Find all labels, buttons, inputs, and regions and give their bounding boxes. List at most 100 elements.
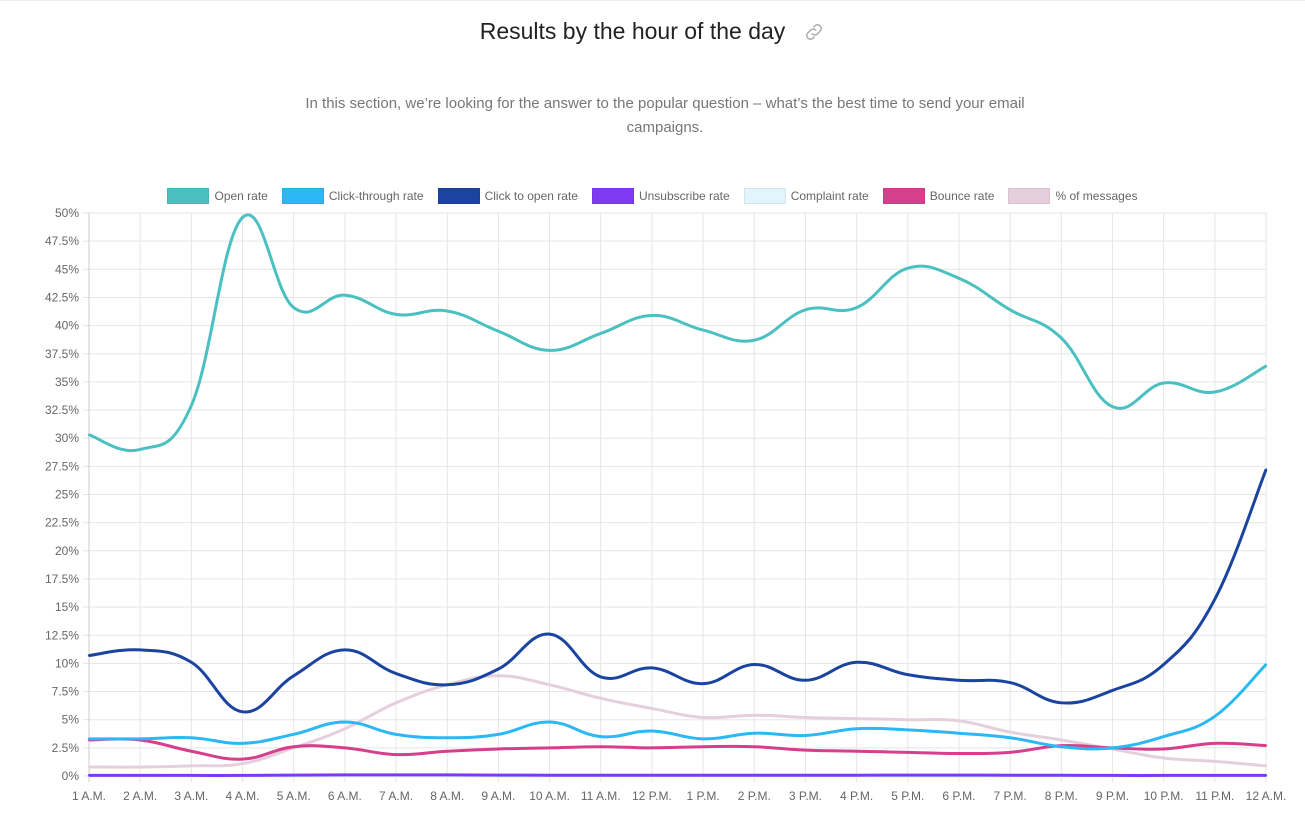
legend-label: % of messages bbox=[1055, 189, 1138, 203]
data-point-of-messages bbox=[650, 707, 654, 710]
data-point-click-through-rate bbox=[343, 720, 347, 724]
link-icon[interactable] bbox=[803, 21, 825, 43]
data-point-click-through-rate bbox=[292, 733, 295, 736]
data-point-unsubscribe-rate bbox=[804, 774, 807, 777]
legend-item-bounce-rate[interactable]: Bounce rate bbox=[882, 188, 994, 204]
data-point-open-rate bbox=[343, 293, 347, 297]
data-point-of-messages bbox=[1213, 760, 1217, 763]
data-point-open-rate bbox=[804, 308, 807, 312]
series-line-open-rate bbox=[88, 213, 1267, 453]
data-point-of-messages bbox=[1008, 730, 1012, 734]
x-tick-label: 6 A.M. bbox=[328, 789, 362, 803]
data-point-bounce-rate bbox=[855, 750, 858, 753]
x-tick-label: 3 A.M. bbox=[174, 789, 208, 803]
y-tick-label: 25% bbox=[55, 488, 79, 502]
series-line-of-messages bbox=[88, 674, 1267, 769]
data-point-bounce-rate bbox=[906, 751, 909, 754]
data-point-open-rate bbox=[906, 266, 909, 270]
data-point-open-rate bbox=[394, 313, 398, 316]
series-line-unsubscribe-rate bbox=[89, 773, 1266, 777]
data-point-of-messages bbox=[138, 765, 142, 769]
data-point-bounce-rate bbox=[650, 746, 654, 750]
x-tick-label: 2 A.M. bbox=[123, 789, 157, 803]
section-description: In this section, we’re looking for the a… bbox=[305, 95, 1025, 136]
legend-item-click-to-open-rate[interactable]: Click to open rate bbox=[437, 188, 578, 204]
data-point-click-to-open-rate bbox=[548, 632, 551, 636]
data-point-click-to-open-rate bbox=[446, 683, 449, 686]
legend-item-click-through-rate[interactable]: Click-through rate bbox=[281, 188, 424, 204]
data-point-unsubscribe-rate bbox=[855, 774, 858, 777]
series-line-click-through-rate bbox=[88, 663, 1268, 751]
y-tick-label: 15% bbox=[55, 600, 79, 614]
data-point-unsubscribe-rate bbox=[957, 773, 961, 777]
data-point-bounce-rate bbox=[343, 746, 347, 750]
data-point-open-rate bbox=[1213, 390, 1217, 394]
x-tick-label: 12 P.M. bbox=[632, 789, 672, 803]
data-point-unsubscribe-rate bbox=[599, 774, 602, 777]
legend-swatch bbox=[1008, 188, 1051, 204]
data-point-click-to-open-rate bbox=[753, 663, 756, 666]
legend-swatch bbox=[591, 188, 634, 204]
y-tick-label: 10% bbox=[55, 656, 79, 670]
data-point-click-to-open-rate bbox=[1060, 701, 1063, 705]
data-point-of-messages bbox=[1264, 764, 1268, 768]
data-point-click-through-rate bbox=[1162, 735, 1165, 738]
legend-item-of-messages[interactable]: % of messages bbox=[1008, 188, 1138, 204]
data-point-click-through-rate bbox=[1060, 745, 1063, 748]
data-point-click-through-rate bbox=[497, 733, 500, 736]
data-point-open-rate bbox=[292, 306, 295, 309]
data-point-bounce-rate bbox=[804, 748, 807, 752]
data-point-click-to-open-rate bbox=[957, 679, 961, 682]
legend-swatch bbox=[281, 188, 324, 204]
legend-swatch bbox=[437, 188, 480, 204]
data-point-click-through-rate bbox=[1111, 746, 1114, 750]
x-tick-label: 1 P.M. bbox=[687, 789, 720, 803]
data-point-click-through-rate bbox=[650, 729, 654, 733]
legend-label: Click to open rate bbox=[484, 189, 578, 203]
data-point-of-messages bbox=[548, 683, 551, 686]
data-point-open-rate bbox=[241, 216, 244, 219]
x-tick-label: 4 A.M. bbox=[226, 789, 260, 803]
x-tick-label: 11 P.M. bbox=[1195, 789, 1234, 803]
y-tick-label: 50% bbox=[55, 206, 79, 220]
legend-item-complaint-rate[interactable]: Complaint rate bbox=[743, 188, 869, 204]
data-point-bounce-rate bbox=[1213, 742, 1217, 745]
legend-item-open-rate[interactable]: Open rate bbox=[167, 188, 268, 204]
y-tick-label: 12.5% bbox=[45, 628, 79, 642]
data-point-unsubscribe-rate bbox=[701, 774, 705, 777]
data-point-click-through-rate bbox=[548, 720, 551, 724]
data-point-unsubscribe-rate bbox=[753, 774, 756, 777]
data-point-open-rate bbox=[190, 404, 193, 407]
data-point-click-to-open-rate bbox=[87, 654, 91, 657]
legend-item-unsubscribe-rate[interactable]: Unsubscribe rate bbox=[591, 188, 730, 204]
data-point-click-to-open-rate bbox=[343, 648, 347, 652]
data-point-unsubscribe-rate bbox=[1213, 774, 1217, 777]
y-tick-label: 2.5% bbox=[52, 741, 80, 755]
data-point-open-rate bbox=[650, 314, 654, 317]
data-point-click-to-open-rate bbox=[855, 661, 858, 664]
data-point-unsubscribe-rate bbox=[241, 774, 244, 777]
data-point-click-through-rate bbox=[138, 737, 142, 741]
x-tick-label: 7 P.M. bbox=[994, 789, 1027, 803]
x-tick-label: 10 A.M. bbox=[529, 789, 570, 803]
data-point-click-to-open-rate bbox=[804, 679, 807, 682]
chart-legend: Open rate Click-through rate Click to open… bbox=[0, 188, 1305, 204]
data-point-click-to-open-rate bbox=[190, 661, 193, 664]
data-point-of-messages bbox=[1060, 738, 1063, 742]
data-point-open-rate bbox=[957, 277, 961, 280]
data-point-of-messages bbox=[753, 713, 756, 717]
data-point-open-rate bbox=[701, 328, 705, 332]
y-tick-label: 35% bbox=[55, 375, 79, 389]
x-tick-label: 2 P.M. bbox=[738, 789, 771, 803]
data-point-open-rate bbox=[599, 332, 602, 335]
data-point-bounce-rate bbox=[599, 745, 602, 748]
page-title: Results by the hour of the day bbox=[479, 18, 786, 44]
data-point-unsubscribe-rate bbox=[497, 773, 500, 777]
data-point-click-through-rate bbox=[701, 737, 705, 741]
data-point-bounce-rate bbox=[1264, 744, 1268, 747]
data-point-of-messages bbox=[855, 717, 858, 720]
data-point-click-through-rate bbox=[855, 727, 858, 730]
data-point-bounce-rate bbox=[753, 745, 756, 748]
section-header: Results by the hour of the day bbox=[0, 18, 1305, 45]
data-point-open-rate bbox=[1111, 405, 1114, 408]
